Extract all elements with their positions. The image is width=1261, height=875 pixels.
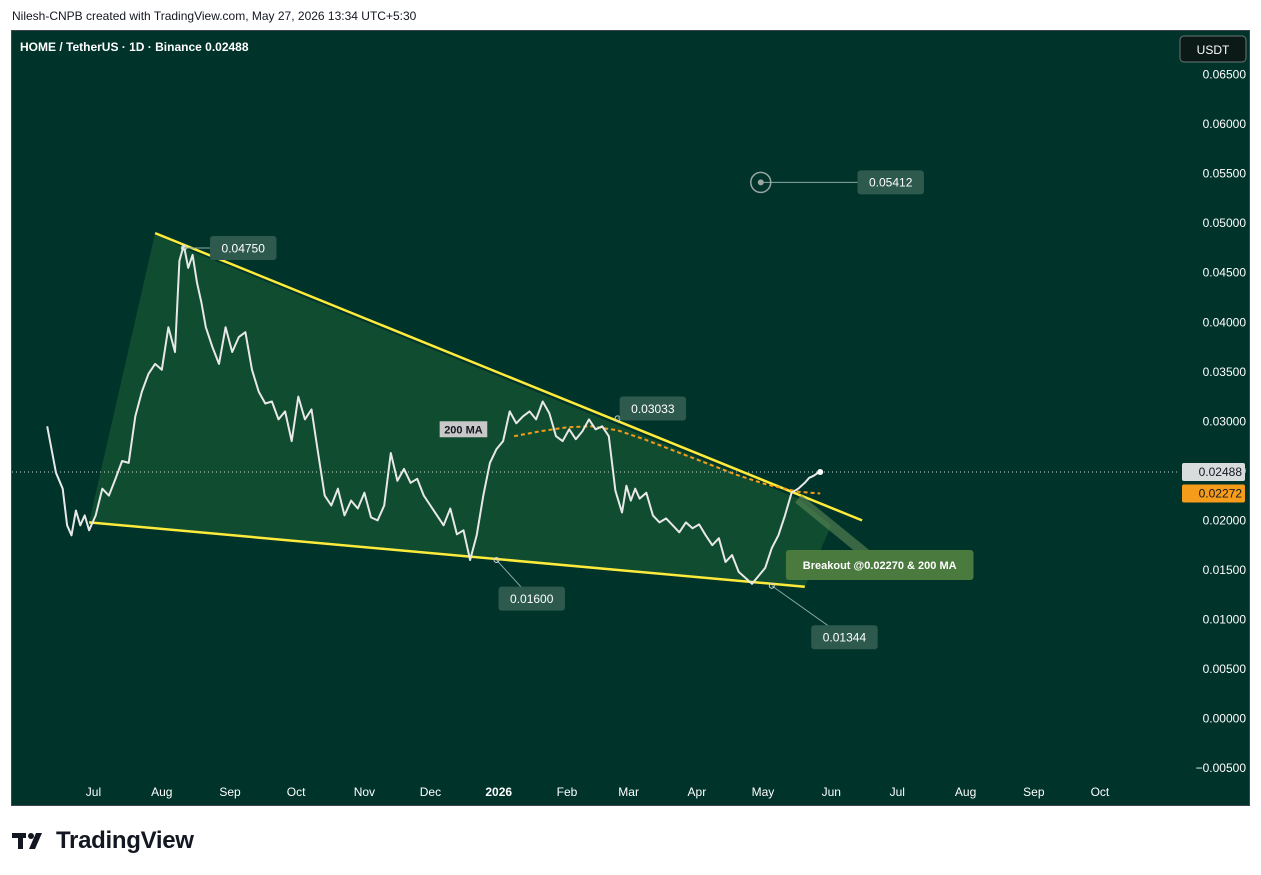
ma-200-line [513,425,821,495]
impulse-fill [89,233,184,523]
tradingview-logo: TradingView [12,826,194,856]
price-chart[interactable]: 0.04750 0.03033 0.01600 0.01344 0.05412 Break… [12,31,1249,805]
x-tick-label: May [752,785,775,799]
y-tick-label: 0.05500 [1203,167,1247,181]
x-tick-label: Apr [688,785,707,799]
label-high-anchor [180,244,187,251]
x-tick-label: Nov [354,785,375,799]
y-tick-label: 0.03000 [1203,414,1247,428]
last-price-tag: 0.02488 [1199,465,1243,479]
price-line [46,244,821,585]
y-tick-label: 0.05000 [1203,216,1247,230]
x-tick-label: Dec [420,785,441,799]
target-dot [757,179,764,186]
x-tick-label: Jun [822,785,841,799]
lower-trendline [88,521,805,589]
y-tick-label: 0.04000 [1203,315,1247,329]
ma-badge-label: 200 MA [444,424,483,436]
x-tick-label: Jul [890,785,905,799]
label-may-low: 0.01344 [823,631,867,645]
x-tick-label: Feb [557,785,578,799]
chart-attribution: Nilesh-CNPB created with TradingView.com… [12,9,417,23]
tradingview-logo-text: TradingView [56,827,194,854]
ma-price-tag-box [1182,484,1245,503]
x-tick-label: 2026 [485,785,512,799]
label-target: 0.05412 [869,176,913,190]
currency-badge-box [1179,35,1247,63]
label-dec-low-anchor [493,557,500,564]
tradingview-logo-icon [12,833,42,849]
label-may-low-box [811,625,878,650]
symbol-legend-price: 0.02488 [205,40,249,54]
y-tick-label: 0.02000 [1203,513,1247,527]
y-tick-label: 0.04500 [1203,266,1247,280]
x-tick-label: Aug [151,785,172,799]
upper-trendline [154,231,863,522]
breakout-label: Breakout @0.02270 & 200 MA [803,560,957,572]
x-tick-label: Sep [1023,785,1045,799]
symbol-legend: HOME / TetherUS · 1D · Binance 0.02488 [20,40,249,54]
x-tick-label: Oct [287,785,306,799]
last-price-tag-box [1182,463,1245,482]
y-tick-label: 0.01000 [1203,612,1247,626]
label-high: 0.04750 [222,241,266,255]
x-tick-label: Aug [955,785,976,799]
label-target-box [857,170,924,195]
y-tick-label: −0.00500 [1196,761,1247,775]
y-tick-label: 0.01500 [1203,563,1247,577]
y-tick-label: 0.03500 [1203,365,1247,379]
x-tick-label: Sep [219,785,241,799]
y-tick-label: 0.00000 [1203,712,1247,726]
label-high-box [210,235,277,260]
x-tick-label: Oct [1091,785,1110,799]
label-mid-high-box [619,396,687,421]
last-price-dot [817,469,824,476]
y-tick-label: 0.06500 [1203,68,1247,82]
breakout-label-box [785,549,974,580]
y-tick-label: 0.06000 [1203,117,1247,131]
label-mid-high: 0.03033 [631,402,675,416]
wedge-fill [89,247,832,587]
label-dec-low-box [498,586,565,611]
ma-price-tag: 0.02272 [1199,486,1243,500]
y-tick-label: 0.00500 [1203,662,1247,676]
ma-badge-box [439,421,488,438]
target-circle [750,171,772,194]
x-tick-label: Jul [86,785,101,799]
currency-badge[interactable]: USDT [1197,43,1230,57]
label-may-low-anchor [768,582,775,589]
label-dec-low: 0.01600 [510,592,554,606]
chart-frame[interactable]: 0.04750 0.03033 0.01600 0.01344 0.05412 Break… [11,30,1250,806]
x-tick-label: Mar [618,785,639,799]
